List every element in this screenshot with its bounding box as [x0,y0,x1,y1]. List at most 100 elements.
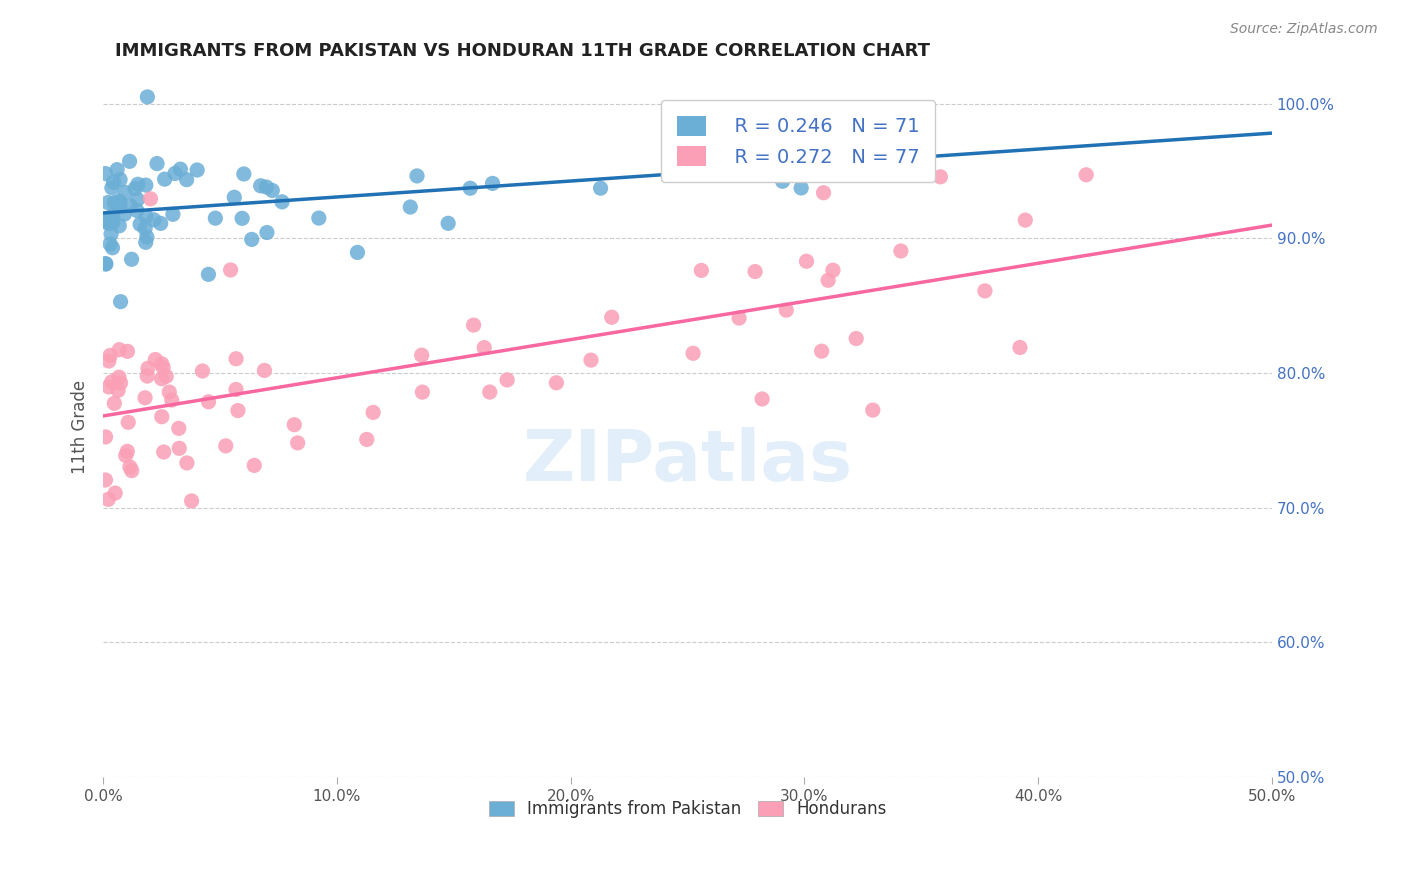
Hondurans [157,385,180,400]
Immigrants from Pakistan [224,190,246,204]
Immigrants from Pakistan [98,217,121,231]
Immigrants from Pakistan [399,200,422,214]
Legend: Immigrants from Pakistan, Hondurans: Immigrants from Pakistan, Hondurans [482,793,893,824]
Immigrants from Pakistan [481,177,503,191]
Hondurans [496,373,519,387]
Immigrants from Pakistan [458,181,481,195]
Immigrants from Pakistan [855,107,877,121]
Immigrants from Pakistan [129,217,152,231]
Hondurans [100,375,122,389]
Hondurans [728,311,751,326]
Hondurans [744,264,766,278]
Hondurans [796,254,818,268]
Immigrants from Pakistan [790,181,813,195]
Text: ZIPatlas: ZIPatlas [523,427,852,496]
Hondurans [114,449,136,463]
Immigrants from Pakistan [114,186,136,200]
Immigrants from Pakistan [101,208,124,222]
Hondurans [579,353,602,368]
Immigrants from Pakistan [94,215,117,229]
Hondurans [287,436,309,450]
Hondurans [150,357,173,371]
Immigrants from Pakistan [135,230,157,244]
Hondurans [974,284,997,298]
Hondurans [117,444,139,458]
Immigrants from Pakistan [108,172,131,186]
Hondurans [139,192,162,206]
Immigrants from Pakistan [96,213,118,227]
Hondurans [283,417,305,432]
Immigrants from Pakistan [232,167,254,181]
Immigrants from Pakistan [901,152,924,166]
Immigrants from Pakistan [110,294,132,309]
Immigrants from Pakistan [256,226,278,240]
Immigrants from Pakistan [100,213,122,227]
Immigrants from Pakistan [186,163,208,178]
Hondurans [150,372,173,386]
Immigrants from Pakistan [101,215,124,229]
Hondurans [813,186,835,200]
Hondurans [108,370,131,384]
Immigrants from Pakistan [163,166,186,180]
Immigrants from Pakistan [271,194,294,209]
Immigrants from Pakistan [197,268,219,282]
Hondurans [546,376,568,390]
Hondurans [167,442,190,456]
Hondurans [155,369,177,384]
Hondurans [121,464,143,478]
Immigrants from Pakistan [262,184,284,198]
Hondurans [180,494,202,508]
Hondurans [411,385,433,400]
Immigrants from Pakistan [108,196,131,211]
Hondurans [143,352,166,367]
Immigrants from Pakistan [249,178,271,193]
Immigrants from Pakistan [135,210,157,224]
Hondurans [136,369,159,384]
Immigrants from Pakistan [406,169,429,183]
Hondurans [226,403,249,417]
Immigrants from Pakistan [149,216,172,230]
Immigrants from Pakistan [162,207,184,221]
Hondurans [110,376,132,390]
Immigrants from Pakistan [135,178,157,193]
Hondurans [219,263,242,277]
Immigrants from Pakistan [136,90,159,104]
Hondurans [1076,168,1098,182]
Hondurans [215,439,238,453]
Hondurans [845,332,868,346]
Immigrants from Pakistan [94,167,117,181]
Hondurans [751,392,773,406]
Hondurans [167,421,190,435]
Hondurans [160,393,183,408]
Hondurans [191,364,214,378]
Hondurans [152,360,174,375]
Immigrants from Pakistan [105,162,128,177]
Hondurans [97,492,120,507]
Immigrants from Pakistan [437,216,460,230]
Hondurans [104,486,127,500]
Hondurans [810,344,832,359]
Y-axis label: 11th Grade: 11th Grade [72,380,89,474]
Immigrants from Pakistan [100,227,122,241]
Hondurans [463,318,485,332]
Immigrants from Pakistan [254,180,277,194]
Hondurans [225,383,247,397]
Hondurans [356,433,378,447]
Hondurans [176,456,198,470]
Immigrants from Pakistan [118,154,141,169]
Hondurans [472,341,495,355]
Immigrants from Pakistan [94,257,117,271]
Immigrants from Pakistan [114,207,136,221]
Hondurans [411,348,433,362]
Hondurans [103,396,125,410]
Immigrants from Pakistan [751,136,773,150]
Hondurans [478,385,501,400]
Immigrants from Pakistan [772,174,794,188]
Immigrants from Pakistan [240,232,263,246]
Hondurans [97,380,120,394]
Immigrants from Pakistan [134,221,156,235]
Hondurans [1008,341,1031,355]
Immigrants from Pakistan [94,257,117,271]
Hondurans [94,473,117,487]
Text: IMMIGRANTS FROM PAKISTAN VS HONDURAN 11TH GRADE CORRELATION CHART: IMMIGRANTS FROM PAKISTAN VS HONDURAN 11T… [115,42,929,60]
